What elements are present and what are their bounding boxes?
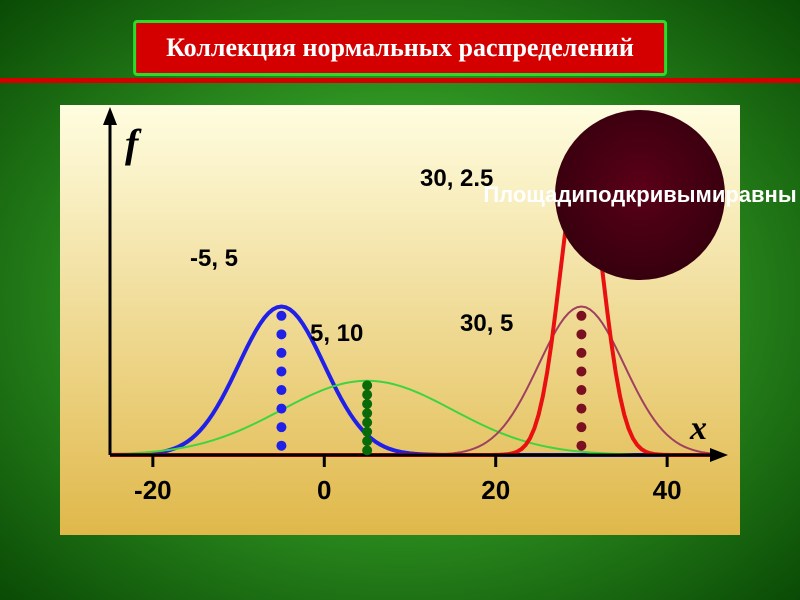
slide-title: Коллекция нормальных распределений bbox=[133, 20, 667, 76]
badge-line: Площади bbox=[483, 182, 585, 207]
curve-label: 5, 10 bbox=[310, 320, 363, 348]
slide-root: Коллекция нормальных распределений f x -… bbox=[0, 0, 800, 600]
x-tick-label: 40 bbox=[637, 475, 697, 506]
x-tick-label: -20 bbox=[123, 475, 183, 506]
title-divider bbox=[0, 78, 800, 83]
x-axis-label: x bbox=[690, 410, 707, 448]
curve-label: 30, 5 bbox=[460, 310, 513, 338]
y-axis-label: f bbox=[125, 120, 138, 167]
badge-line: под bbox=[585, 182, 625, 207]
badge-line: кривыми bbox=[625, 182, 725, 207]
badge-line: равны bbox=[725, 182, 796, 207]
x-tick-label: 0 bbox=[294, 475, 354, 506]
equal-areas-badge: Площадиподкривымиравны bbox=[555, 110, 725, 280]
x-tick-label: 20 bbox=[466, 475, 526, 506]
curve-label: -5, 5 bbox=[190, 245, 238, 273]
slide-title-text: Коллекция нормальных распределений bbox=[166, 33, 634, 62]
